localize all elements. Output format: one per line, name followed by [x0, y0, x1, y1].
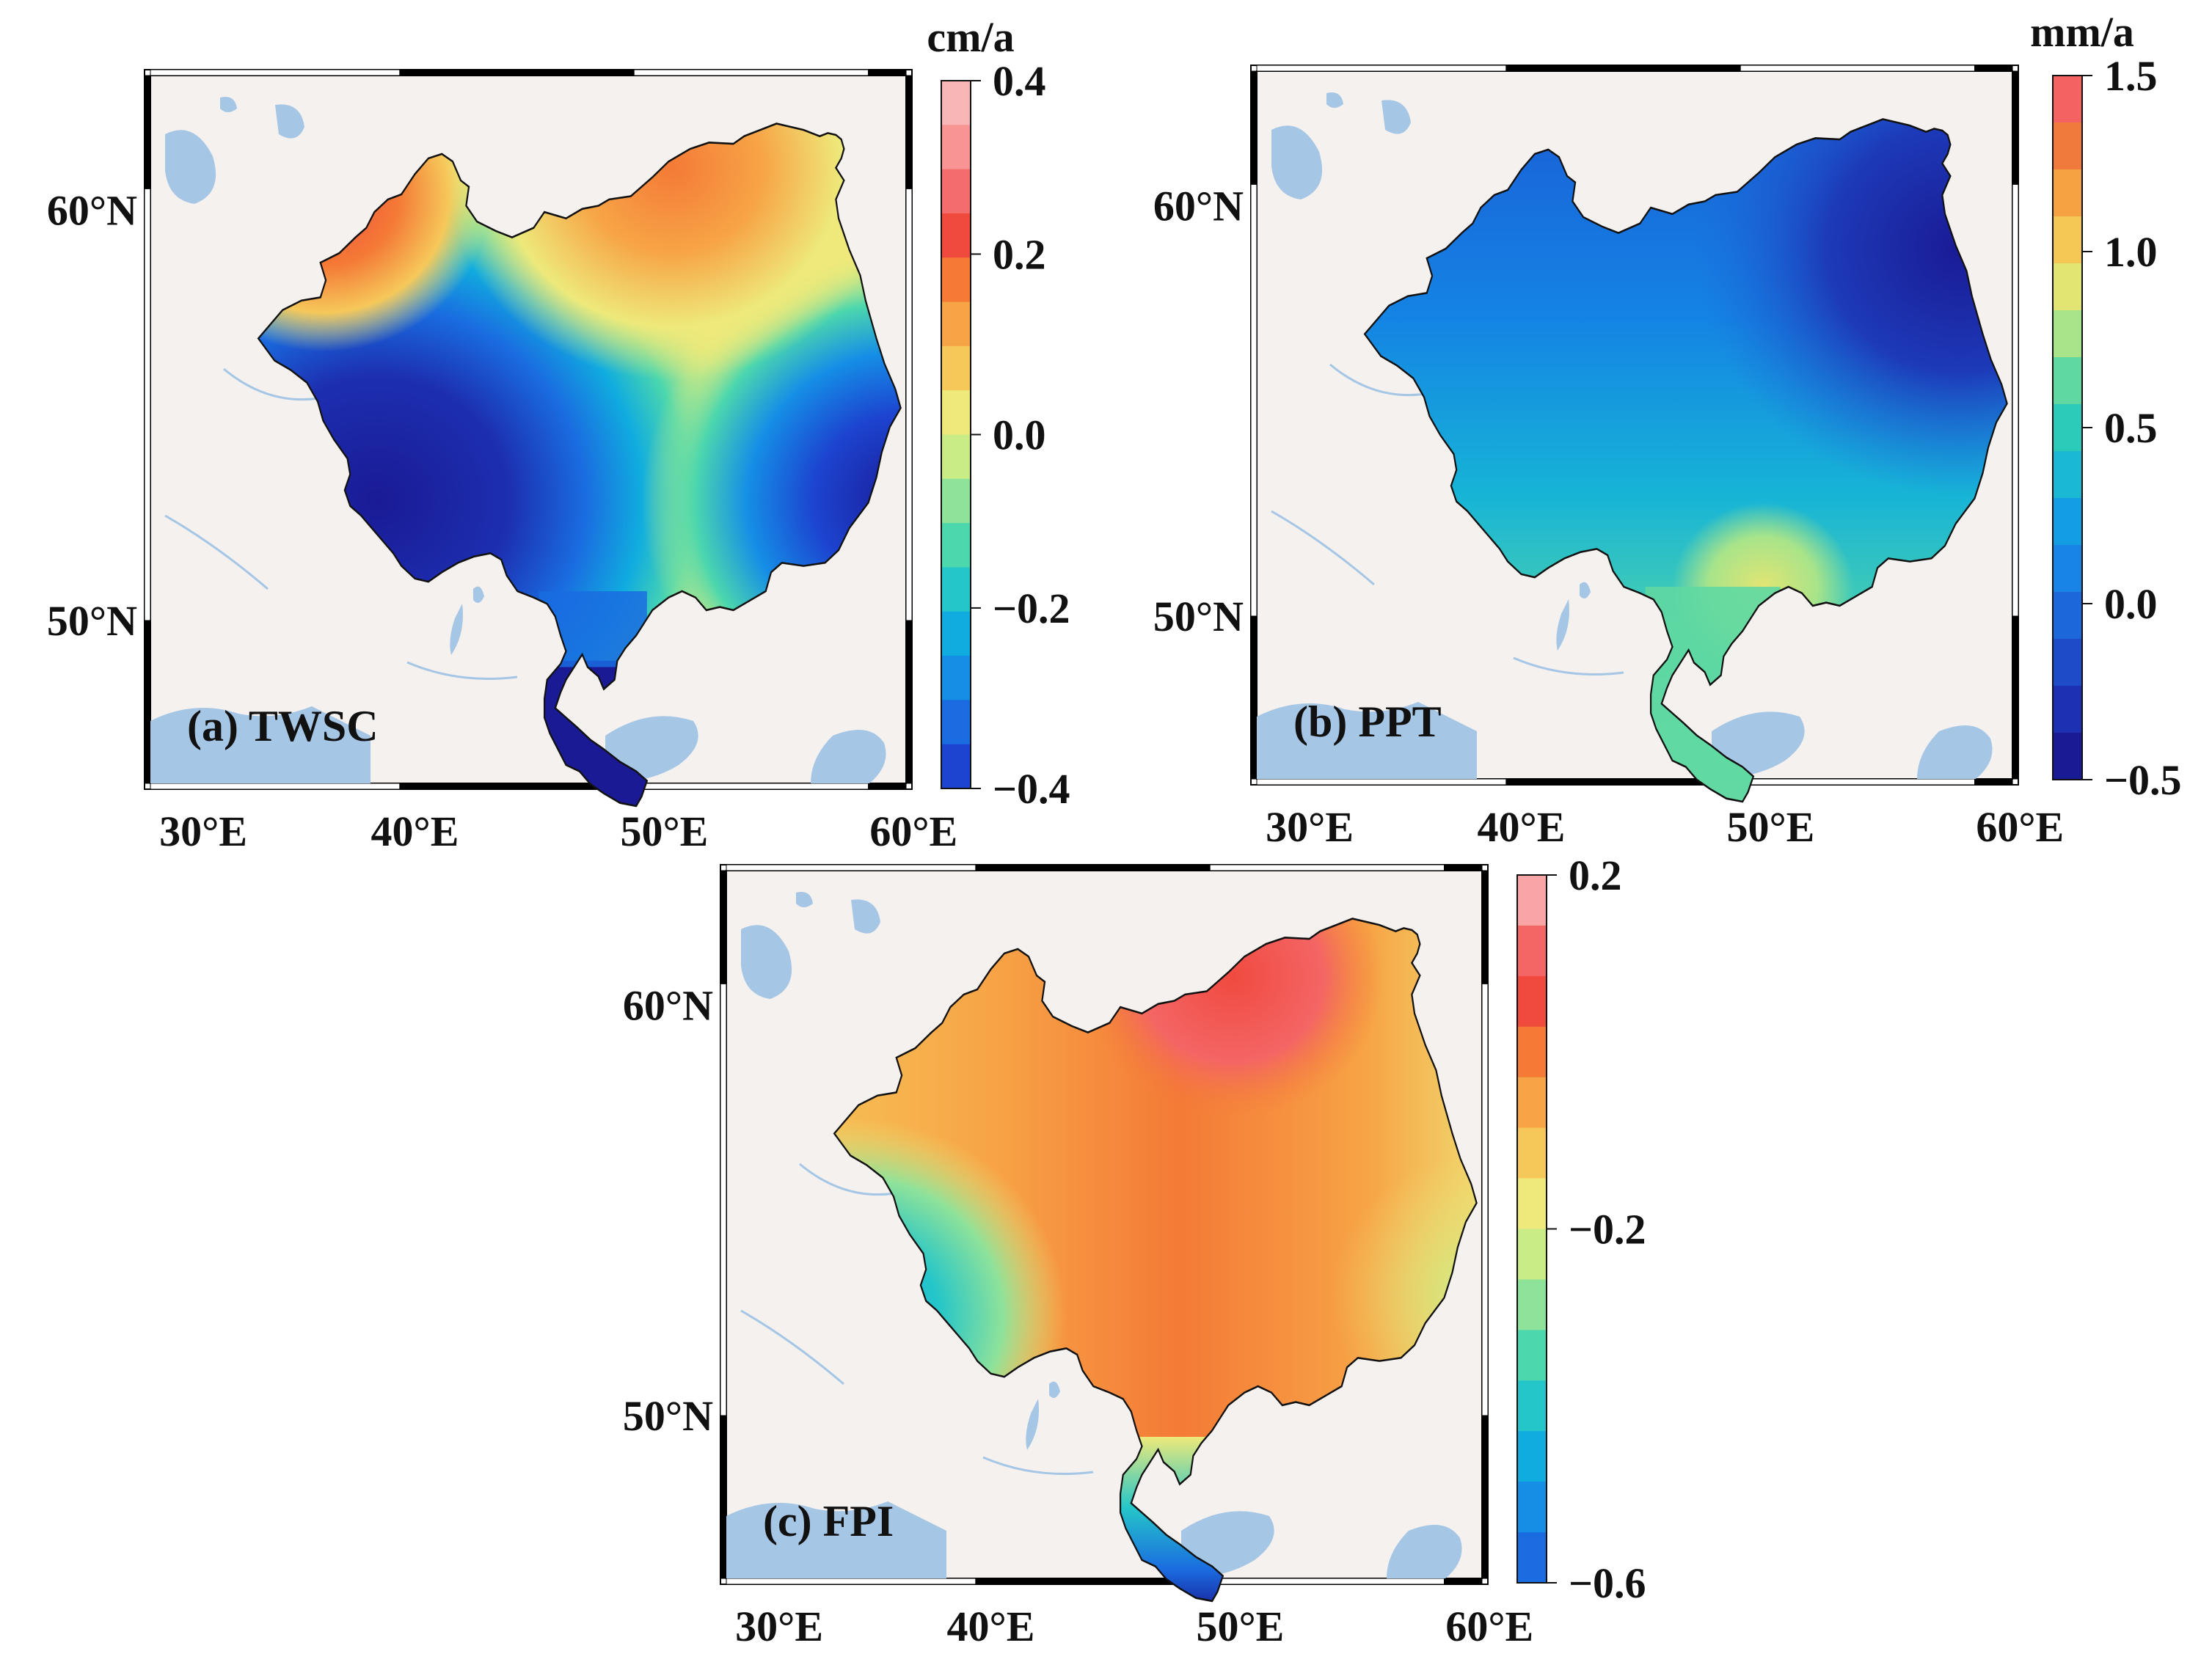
lon-label: 60°E — [869, 808, 957, 855]
colorbar-tick-label: −0.5 — [2104, 756, 2182, 804]
colorbar-tick-label: 0.0 — [993, 411, 1046, 459]
colorbar-swatch — [941, 169, 971, 214]
colorbar-swatch — [2053, 169, 2082, 217]
lat-label: 50°N — [623, 1392, 713, 1440]
water-bodies — [150, 97, 886, 783]
colorbar-swatch — [941, 744, 971, 789]
panel-label: (a) TWSC — [187, 702, 379, 750]
colorbar-swatch — [2053, 122, 2082, 170]
colorbar-tick-label: 1.5 — [2104, 52, 2158, 100]
colorbar-swatch — [941, 301, 971, 347]
colorbar-swatch — [941, 611, 971, 656]
lon-label: 30°E — [159, 808, 247, 855]
colorbar-swatch — [941, 478, 971, 524]
water-bodies — [1257, 92, 1993, 779]
colorbar-swatch — [941, 213, 971, 258]
colorbar-swatch — [1517, 1532, 1547, 1584]
colorbar-swatch — [2053, 545, 2082, 593]
lon-label: 40°E — [947, 1603, 1035, 1650]
colorbar-swatch — [2053, 310, 2082, 358]
panel-label: (b) PPT — [1293, 698, 1442, 746]
lon-label: 60°E — [1445, 1603, 1533, 1650]
map-c — [720, 864, 1489, 1603]
panel-b: (b) PPT 60°N 50°N 30°E 40°E 50°E 60°E 1.5 1.0 0.5… — [1153, 8, 2182, 851]
colorbar-swatch — [941, 700, 971, 745]
colorbar-swatch — [1517, 925, 1547, 977]
panel-label: (c) FPI — [763, 1497, 894, 1545]
colorbar-tick-label: −0.4 — [993, 765, 1070, 813]
colorbar-swatch — [941, 125, 971, 170]
colorbar-tick-label: −0.2 — [1569, 1206, 1646, 1253]
colorbar-swatch — [1517, 1026, 1547, 1078]
colorbar-tick-label: 1.0 — [2104, 228, 2158, 276]
colorbar-a: 0.4 0.2 0.0 −0.2 −0.4 cm/a — [927, 13, 1070, 813]
colorbar-swatch — [2053, 592, 2082, 640]
colorbar-swatch — [2053, 263, 2082, 311]
lat-label: 60°N — [1153, 182, 1244, 230]
colorbar-swatch — [1517, 1330, 1547, 1381]
colorbar-swatch — [1517, 1127, 1547, 1179]
lat-label: 50°N — [1153, 593, 1244, 640]
colorbar-swatch — [2053, 498, 2082, 546]
colorbar-tick-label: 0.2 — [1569, 852, 1622, 899]
colorbar-swatch — [1517, 1431, 1547, 1482]
colorbar-swatch — [2053, 76, 2082, 123]
colorbar-tick-label: 0.5 — [2104, 404, 2158, 452]
colorbar-swatch — [941, 567, 971, 612]
lon-label: 40°E — [371, 808, 459, 855]
colorbar-swatch — [2053, 451, 2082, 499]
colorbar-swatch — [1517, 1279, 1547, 1330]
colorbar-tick-label: −0.6 — [1569, 1559, 1646, 1607]
colorbar-tick-label: 0.2 — [993, 230, 1046, 278]
colorbar-swatch — [1517, 1077, 1547, 1129]
colorbar-swatch — [2053, 216, 2082, 264]
colorbar-swatch — [941, 656, 971, 700]
map-a — [144, 69, 913, 808]
lat-label: 60°N — [623, 981, 713, 1029]
colorbar-swatch — [941, 434, 971, 480]
colorbar-swatch — [941, 390, 971, 435]
lat-label: 60°N — [47, 186, 137, 234]
colorbar-swatch — [941, 523, 971, 568]
colorbar-swatch — [2053, 404, 2082, 452]
colorbar-swatch — [941, 81, 971, 125]
lon-label: 50°E — [620, 808, 708, 855]
lon-label: 50°E — [1196, 1603, 1284, 1650]
colorbar-unit: cm/a — [927, 13, 1014, 61]
colorbar-swatch — [2053, 639, 2082, 687]
colorbar-tick-label: 0.4 — [993, 57, 1046, 105]
panel-c: (c) FPI 60°N 50°N 30°E 40°E 50°E 60°E 0.2 −0.2 −0… — [623, 852, 1646, 1650]
lon-label: 40°E — [1478, 803, 1566, 851]
colorbar-swatch — [1517, 1178, 1547, 1229]
colorbar-swatch — [2053, 357, 2082, 405]
colorbar-tick-label: −0.2 — [993, 585, 1070, 632]
lon-label: 50°E — [1726, 803, 1814, 851]
colorbar-c: 0.2 −0.2 −0.6 — [1516, 852, 1646, 1607]
lat-label: 50°N — [47, 597, 137, 645]
colorbar-swatch — [1517, 1482, 1547, 1533]
lon-label: 30°E — [1266, 803, 1354, 851]
colorbar-swatch — [1517, 875, 1547, 926]
colorbar-swatch — [2053, 686, 2082, 733]
colorbar-b: 1.5 1.0 0.5 0.0 −0.5 mm/a — [2030, 8, 2181, 804]
map-b — [1250, 65, 2019, 803]
colorbar-swatch — [941, 257, 971, 303]
water-bodies — [726, 892, 1462, 1578]
lon-label: 60°E — [1976, 803, 2064, 851]
colorbar-swatch — [941, 345, 971, 391]
lon-label: 30°E — [735, 1603, 823, 1650]
colorbar-swatch — [1517, 1229, 1547, 1280]
colorbar-swatch — [2053, 733, 2082, 780]
colorbar-tick-label: 0.0 — [2104, 580, 2158, 628]
colorbar-swatch — [1517, 975, 1547, 1028]
colorbar-unit: mm/a — [2030, 8, 2134, 56]
colorbar-swatch — [1517, 1380, 1547, 1432]
